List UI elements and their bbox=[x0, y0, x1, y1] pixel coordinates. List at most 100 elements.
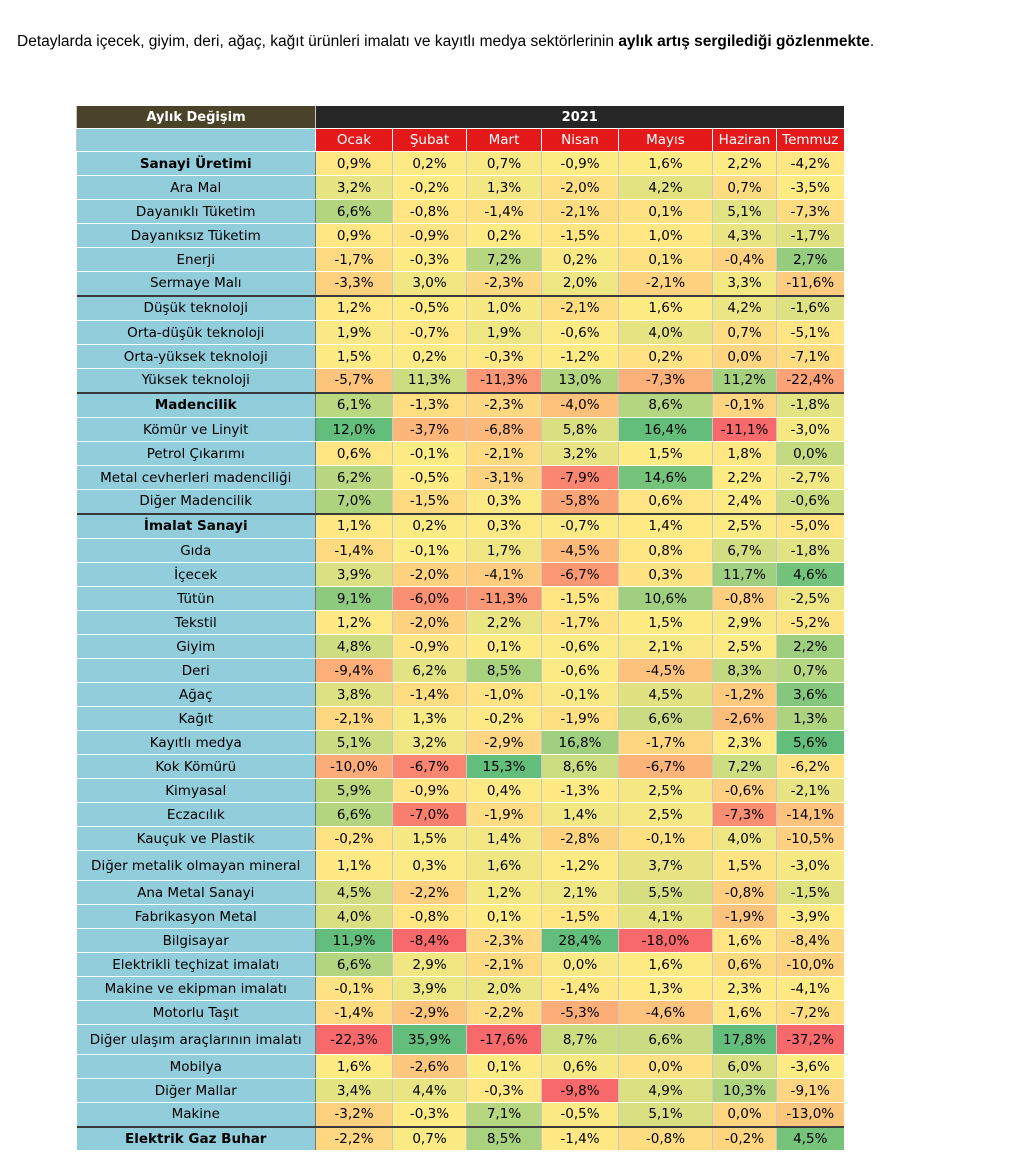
value-cell: 1,6% bbox=[315, 1054, 393, 1079]
value-cell: 0,2% bbox=[541, 247, 619, 272]
value-cell: 4,6% bbox=[776, 562, 844, 587]
table-row: Metal cevherleri madenciliği 6,2% -0,5% -3,… bbox=[76, 465, 844, 490]
value-cell: 7,1% bbox=[466, 1102, 542, 1127]
value-cell: 0,7% bbox=[712, 175, 777, 200]
value-cell: 1,3% bbox=[392, 706, 467, 731]
value-cell: 4,9% bbox=[618, 1078, 713, 1103]
value-cell: -5,7% bbox=[315, 368, 393, 393]
value-cell: 1,4% bbox=[541, 802, 619, 827]
value-cell: 3,9% bbox=[392, 976, 467, 1001]
value-cell: -0,7% bbox=[541, 512, 619, 539]
table-row: Kağıt -2,1% 1,3% -0,2% -1,9% 6,6% -2,6% 1,3% bbox=[76, 706, 844, 731]
value-cell: -1,4% bbox=[315, 538, 393, 563]
value-cell: 0,9% bbox=[315, 151, 393, 176]
corner-label: Aylık Değişim bbox=[76, 106, 316, 129]
value-cell: -2,1% bbox=[315, 706, 393, 731]
value-cell: -10,5% bbox=[776, 826, 844, 851]
table-row: Elektrik Gaz Buhar -2,2% 0,7% 8,5% -1,4% -0,8… bbox=[76, 1125, 844, 1151]
table-row: Kömür ve Linyit 12,0% -3,7% -6,8% 5,8% 16,4% -… bbox=[76, 417, 844, 442]
value-cell: 8,5% bbox=[466, 1125, 542, 1151]
value-cell: 5,6% bbox=[776, 730, 844, 755]
value-cell: 1,3% bbox=[466, 175, 542, 200]
value-cell: 2,7% bbox=[776, 247, 844, 272]
value-cell: -22,3% bbox=[315, 1024, 393, 1055]
value-cell: -1,9% bbox=[712, 904, 777, 929]
value-cell: 0,2% bbox=[392, 344, 467, 369]
row-label: Sermaye Malı bbox=[76, 271, 316, 296]
value-cell: -0,5% bbox=[392, 294, 467, 321]
row-label: Kağıt bbox=[76, 706, 316, 731]
value-cell: 3,2% bbox=[315, 175, 393, 200]
value-cell: -3,9% bbox=[776, 904, 844, 929]
value-cell: -3,3% bbox=[315, 271, 393, 296]
value-cell: 2,2% bbox=[776, 634, 844, 659]
value-cell: 8,7% bbox=[541, 1024, 619, 1055]
value-cell: 2,5% bbox=[618, 778, 713, 803]
value-cell: -1,5% bbox=[541, 223, 619, 248]
value-cell: 2,1% bbox=[618, 634, 713, 659]
value-cell: -7,1% bbox=[776, 344, 844, 369]
value-cell: -5,3% bbox=[541, 1000, 619, 1025]
row-label: Elektrikli teçhizat imalatı bbox=[76, 952, 316, 977]
value-cell: 1,0% bbox=[466, 294, 542, 321]
table-row: Elektrikli teçhizat imalatı 6,6% 2,9% -2,1%… bbox=[76, 952, 844, 977]
value-cell: -1,2% bbox=[541, 850, 619, 881]
value-cell: -1,8% bbox=[776, 391, 844, 418]
month-header: Şubat bbox=[392, 128, 467, 152]
value-cell: 3,2% bbox=[541, 441, 619, 466]
value-cell: -0,8% bbox=[712, 586, 777, 611]
value-cell: 14,6% bbox=[618, 465, 713, 490]
value-cell: -4,1% bbox=[466, 562, 542, 587]
value-cell: 16,4% bbox=[618, 417, 713, 442]
value-cell: -0,9% bbox=[392, 634, 467, 659]
value-cell: -0,1% bbox=[541, 682, 619, 707]
value-cell: 0,7% bbox=[776, 658, 844, 683]
value-cell: 0,1% bbox=[466, 634, 542, 659]
table-row: Dayanıklı Tüketim 6,6% -0,8% -1,4% -2,1% 0,1%… bbox=[76, 199, 844, 224]
value-cell: -1,6% bbox=[776, 294, 844, 321]
value-cell: -1,7% bbox=[541, 610, 619, 635]
value-cell: 2,5% bbox=[712, 634, 777, 659]
value-cell: 16,8% bbox=[541, 730, 619, 755]
month-header: Ocak bbox=[315, 128, 393, 152]
table-row: Ara Mal 3,2% -0,2% 1,3% -2,0% 4,2% 0,7% -3,5% bbox=[76, 175, 844, 200]
row-label: Fabrikasyon Metal bbox=[76, 904, 316, 929]
monthly-change-table: Aylık Değişim 2021 Ocak Şubat Mart Nisan May… bbox=[76, 106, 844, 1151]
value-cell: -0,3% bbox=[392, 247, 467, 272]
value-cell: 3,4% bbox=[315, 1078, 393, 1103]
value-cell: 10,3% bbox=[712, 1078, 777, 1103]
value-cell: 0,1% bbox=[618, 199, 713, 224]
table-row: Makine -3,2% -0,3% 7,1% -0,5% 5,1% 0,0% -13,0% bbox=[76, 1102, 844, 1127]
table-row: Giyim 4,8% -0,9% 0,1% -0,6% 2,1% 2,5% 2,2% bbox=[76, 634, 844, 659]
value-cell: -0,9% bbox=[392, 778, 467, 803]
value-cell: -0,2% bbox=[466, 706, 542, 731]
value-cell: -9,8% bbox=[541, 1078, 619, 1103]
value-cell: 6,1% bbox=[315, 391, 393, 418]
value-cell: 11,2% bbox=[712, 368, 777, 393]
table-body: Sanayi Üretimi 0,9% 0,2% 0,7% -0,9% 1,6% 2,2% -… bbox=[76, 151, 844, 1151]
value-cell: 1,6% bbox=[618, 294, 713, 321]
row-label: Motorlu Taşıt bbox=[76, 1000, 316, 1025]
value-cell: 0,1% bbox=[618, 247, 713, 272]
row-label: Düşük teknoloji bbox=[76, 294, 316, 321]
table-row: Kok Kömürü -10,0% -6,7% 15,3% 8,6% -6,7% 7,2% -… bbox=[76, 754, 844, 779]
value-cell: 1,6% bbox=[618, 952, 713, 977]
value-cell: 0,0% bbox=[776, 441, 844, 466]
value-cell: -8,4% bbox=[776, 928, 844, 953]
value-cell: 11,3% bbox=[392, 368, 467, 393]
table-row: Dayanıksız Tüketim 0,9% -0,9% 0,2% -1,5% 1,0%… bbox=[76, 223, 844, 248]
value-cell: -2,0% bbox=[392, 562, 467, 587]
value-cell: 3,2% bbox=[392, 730, 467, 755]
intro-text: Detaylarda içecek, giyim, deri, ağaç, ka… bbox=[17, 33, 619, 50]
value-cell: 1,3% bbox=[776, 706, 844, 731]
value-cell: 2,3% bbox=[712, 976, 777, 1001]
value-cell: -0,5% bbox=[392, 465, 467, 490]
row-label: Kauçuk ve Plastik bbox=[76, 826, 316, 851]
table-row: Enerji -1,7% -0,3% 7,2% 0,2% 0,1% -0,4% 2,7% bbox=[76, 247, 844, 272]
value-cell: -2,1% bbox=[466, 952, 542, 977]
value-cell: -2,1% bbox=[541, 199, 619, 224]
value-cell: 6,2% bbox=[315, 465, 393, 490]
row-label: Diğer Mallar bbox=[76, 1078, 316, 1103]
table-row: Yüksek teknoloji -5,7% 11,3% -11,3% 13,0% -7,… bbox=[76, 368, 844, 393]
value-cell: -1,4% bbox=[392, 682, 467, 707]
